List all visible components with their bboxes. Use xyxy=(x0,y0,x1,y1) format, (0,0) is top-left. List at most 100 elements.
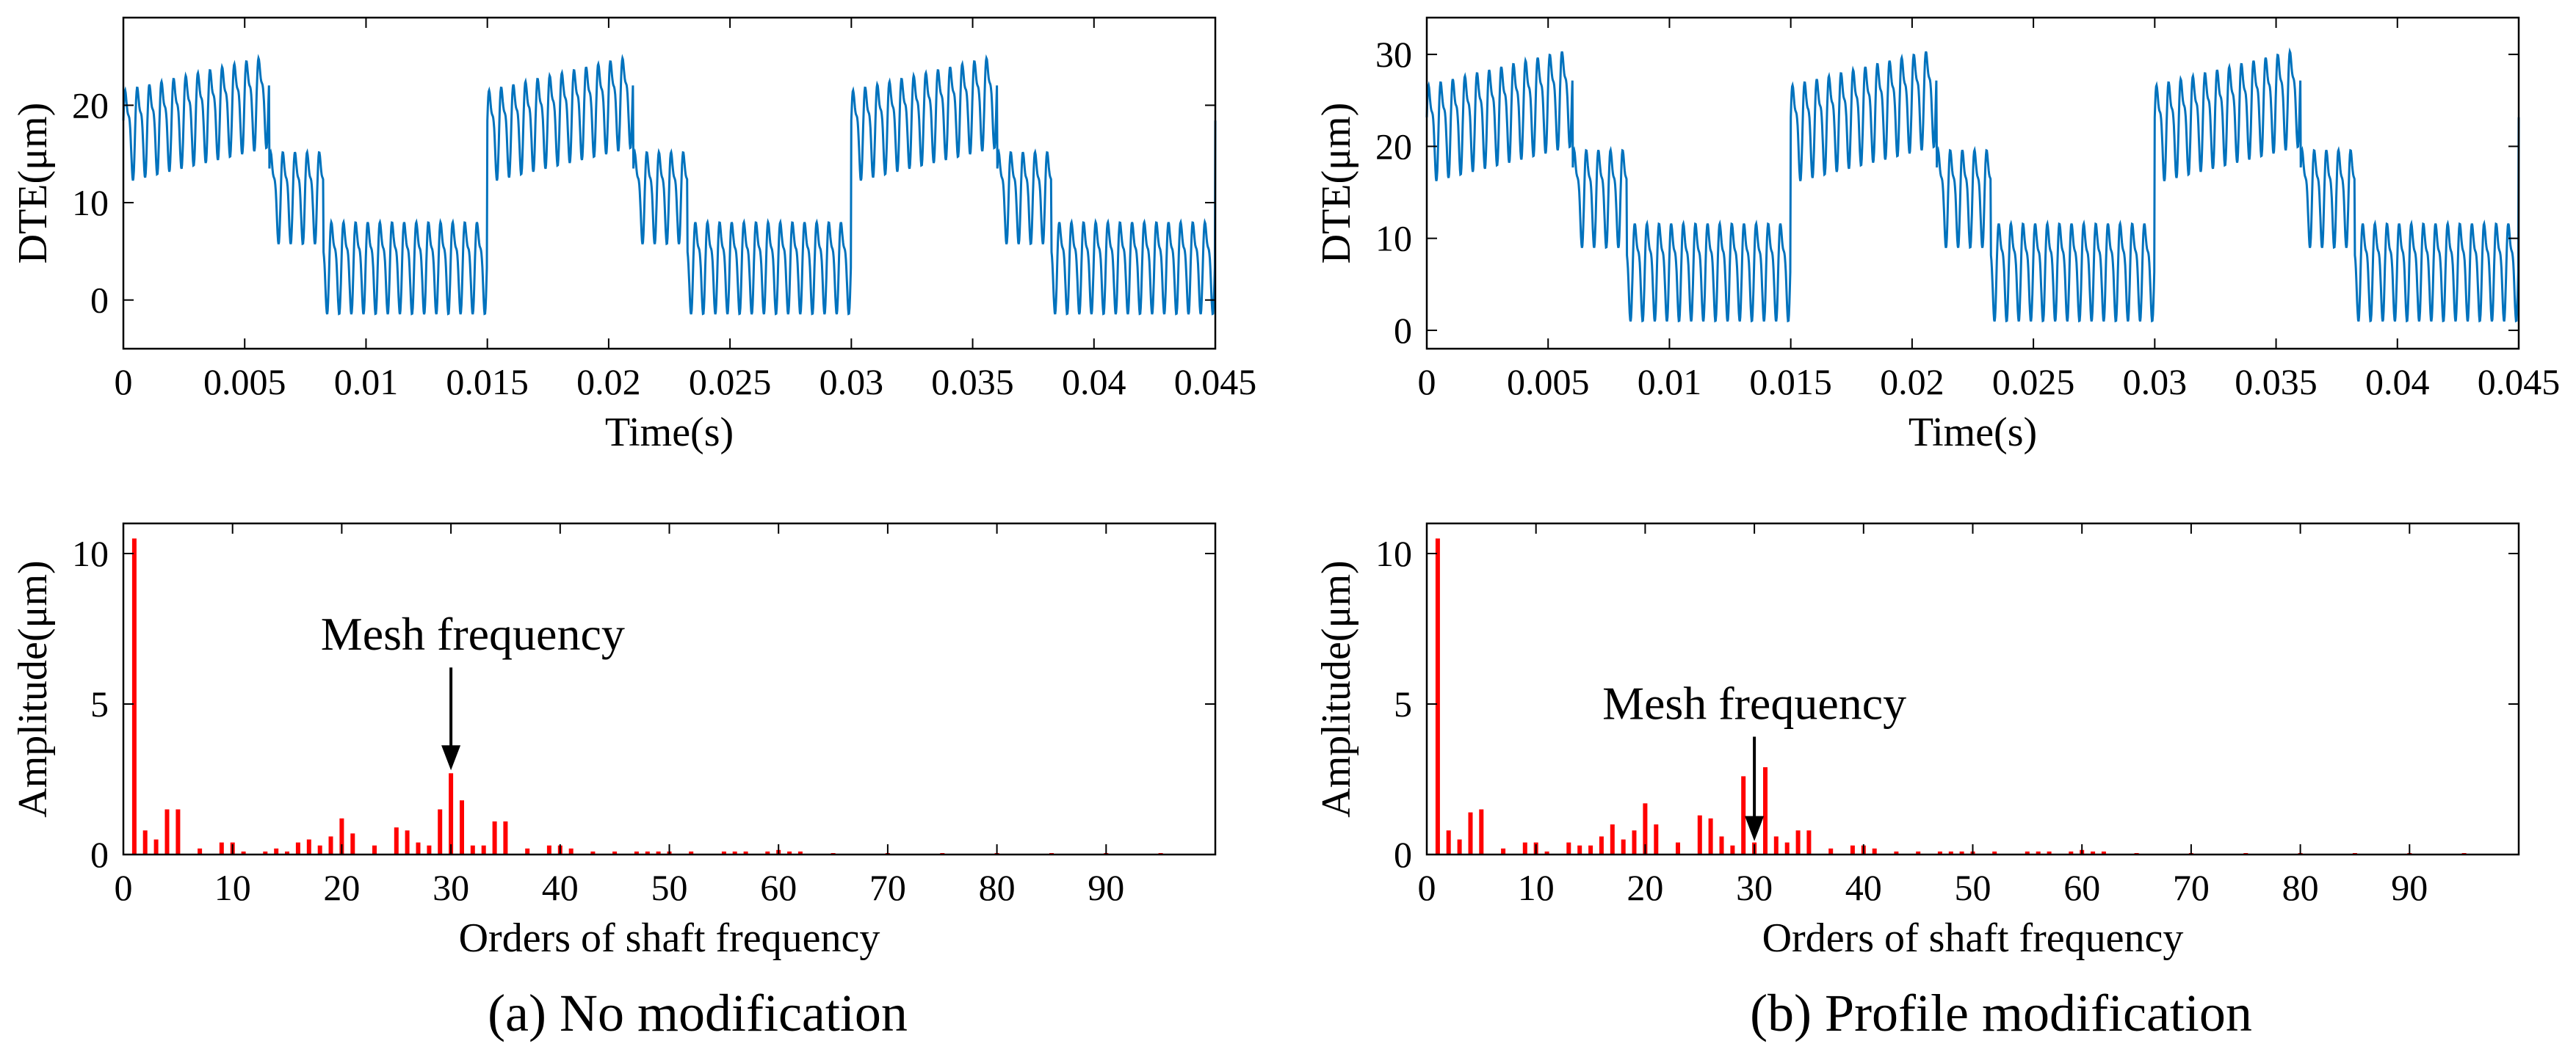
x-tick-label-b-time: 0.015 xyxy=(1749,361,1832,402)
bar-b-spectrum-56 xyxy=(2036,851,2041,855)
bar-b-spectrum-27 xyxy=(1719,836,1724,855)
x-tick-label-a-time: 0.02 xyxy=(576,361,641,402)
bar-b-spectrum-3 xyxy=(1457,839,1462,855)
bar-a-spectrum-17 xyxy=(306,839,311,855)
bar-a-spectrum-27 xyxy=(416,842,421,855)
bar-a-spectrum-45 xyxy=(612,851,618,855)
bar-b-spectrum-39 xyxy=(1850,845,1855,855)
x-tick-label-a-time: 0.025 xyxy=(689,361,772,402)
bar-a-spectrum-32 xyxy=(470,845,475,855)
bar-a-spectrum-33 xyxy=(481,845,486,855)
bar-b-spectrum-14 xyxy=(1577,845,1582,855)
y-axis-label-b-spectrum: Amplitude(μm) xyxy=(1314,560,1359,817)
x-axis-label-b-spectrum: Orders of shaft frequency xyxy=(1762,915,2184,961)
bar-b-spectrum-20 xyxy=(1643,803,1648,855)
bar-a-spectrum-30 xyxy=(449,773,454,855)
y-axis-label-a-spectrum: Amplitude(μm) xyxy=(10,560,56,817)
bar-b-spectrum-31 xyxy=(1763,767,1768,855)
y-tick-label-a-spectrum: 5 xyxy=(90,683,109,725)
x-tick-label-a-spectrum: 90 xyxy=(1088,867,1124,908)
bar-a-spectrum-16 xyxy=(295,842,300,855)
bar-b-spectrum-26 xyxy=(1708,818,1713,855)
x-tick-label-b-spectrum: 50 xyxy=(1955,867,1991,908)
x-tick-label-a-spectrum: 50 xyxy=(651,867,688,908)
bar-b-spectrum-9 xyxy=(1522,842,1527,855)
x-tick-label-a-spectrum: 80 xyxy=(979,867,1016,908)
bar-b-spectrum-21 xyxy=(1654,824,1659,855)
bar-b-spectrum-37 xyxy=(1828,848,1834,855)
x-tick-label-a-spectrum: 10 xyxy=(214,867,251,908)
y-tick-label-b-time: 30 xyxy=(1375,34,1412,75)
x-tick-label-b-spectrum: 30 xyxy=(1736,867,1773,908)
plot-frame-a-time xyxy=(122,16,1217,350)
bar-a-spectrum-37 xyxy=(525,848,530,855)
x-tick-label-b-time: 0.01 xyxy=(1638,361,1702,402)
y-tick-label-a-time: 10 xyxy=(72,182,109,223)
bar-a-spectrum-43 xyxy=(590,851,596,855)
bar-a-spectrum-41 xyxy=(568,848,574,855)
bar-a-spectrum-31 xyxy=(460,800,464,855)
x-tick-label-a-spectrum: 60 xyxy=(760,867,797,908)
bar-b-spectrum-19 xyxy=(1632,830,1637,855)
series-line-a-time xyxy=(122,54,1217,316)
series-line-b-time xyxy=(1425,47,2520,323)
bar-a-spectrum-21 xyxy=(350,833,355,855)
x-tick-label-a-time: 0.035 xyxy=(931,361,1014,402)
bar-b-spectrum-13 xyxy=(1566,842,1571,855)
annotation-mesh-frequency-a-spectrum: Mesh frequency xyxy=(321,608,625,660)
plot-frame-a-spectrum xyxy=(122,522,1217,856)
bar-b-spectrum-62 xyxy=(2101,851,2106,855)
caption-left: (a) No modification xyxy=(488,984,908,1042)
bar-b-spectrum-7 xyxy=(1501,848,1506,855)
y-tick-label-b-time: 10 xyxy=(1375,218,1412,259)
x-tick-label-a-time: 0.03 xyxy=(820,361,884,402)
bar-b-spectrum-49 xyxy=(1959,851,1964,855)
bar-b-spectrum-5 xyxy=(1479,809,1484,855)
x-tick-label-a-time: 0.045 xyxy=(1174,361,1257,402)
y-axis-label-b-time: DTE(μm) xyxy=(1314,103,1359,264)
bar-a-spectrum-15 xyxy=(285,851,289,855)
x-tick-label-b-spectrum: 60 xyxy=(2063,867,2100,908)
bar-a-spectrum-62 xyxy=(797,851,803,855)
y-tick-label-a-spectrum: 10 xyxy=(72,533,109,574)
bar-b-spectrum-59 xyxy=(2069,851,2074,855)
bar-a-spectrum-11 xyxy=(241,851,246,855)
bar-a-spectrum-14 xyxy=(274,848,279,855)
bar-b-spectrum-4 xyxy=(1468,812,1473,855)
bar-b-spectrum-18 xyxy=(1621,839,1626,855)
bar-b-spectrum-35 xyxy=(1806,830,1812,855)
bar-b-spectrum-41 xyxy=(1872,848,1877,855)
x-tick-label-a-spectrum: 40 xyxy=(542,867,579,908)
bar-a-spectrum-2 xyxy=(142,830,148,855)
bar-b-spectrum-33 xyxy=(1784,842,1790,855)
bar-a-spectrum-34 xyxy=(492,821,497,855)
x-tick-label-a-time: 0.01 xyxy=(334,361,399,402)
bar-a-spectrum-20 xyxy=(339,818,344,855)
y-tick-label-a-spectrum: 0 xyxy=(90,834,109,875)
x-tick-label-b-time: 0.025 xyxy=(1992,361,2075,402)
x-tick-label-b-time: 0.035 xyxy=(2235,361,2318,402)
bar-a-spectrum-28 xyxy=(427,845,432,855)
x-tick-label-b-time: 0.04 xyxy=(2365,361,2430,402)
bar-b-spectrum-2 xyxy=(1446,830,1451,855)
x-tick-label-a-spectrum: 20 xyxy=(323,867,360,908)
y-tick-label-a-time: 20 xyxy=(72,84,109,126)
annotation-mesh-frequency-b-spectrum: Mesh frequency xyxy=(1602,678,1906,730)
x-tick-label-a-time: 0 xyxy=(115,361,133,402)
x-axis-label-a-time: Time(s) xyxy=(605,410,734,455)
x-tick-label-b-time: 0.02 xyxy=(1880,361,1944,402)
bar-b-spectrum-17 xyxy=(1610,824,1615,855)
x-tick-label-b-spectrum: 80 xyxy=(2282,867,2319,908)
bar-a-spectrum-29 xyxy=(438,809,443,855)
bar-b-spectrum-15 xyxy=(1588,845,1593,855)
bar-b-spectrum-47 xyxy=(1937,851,1942,855)
bar-a-spectrum-3 xyxy=(153,839,159,855)
bar-a-spectrum-13 xyxy=(263,851,268,855)
y-tick-label-b-spectrum: 5 xyxy=(1394,683,1412,725)
annotation-arrow-head-a-spectrum xyxy=(441,745,461,771)
bar-a-spectrum-55 xyxy=(721,851,726,855)
bar-a-spectrum-4 xyxy=(164,809,170,855)
bar-b-spectrum-11 xyxy=(1544,851,1549,855)
bar-a-spectrum-52 xyxy=(689,851,694,855)
x-tick-label-a-spectrum: 70 xyxy=(869,867,906,908)
